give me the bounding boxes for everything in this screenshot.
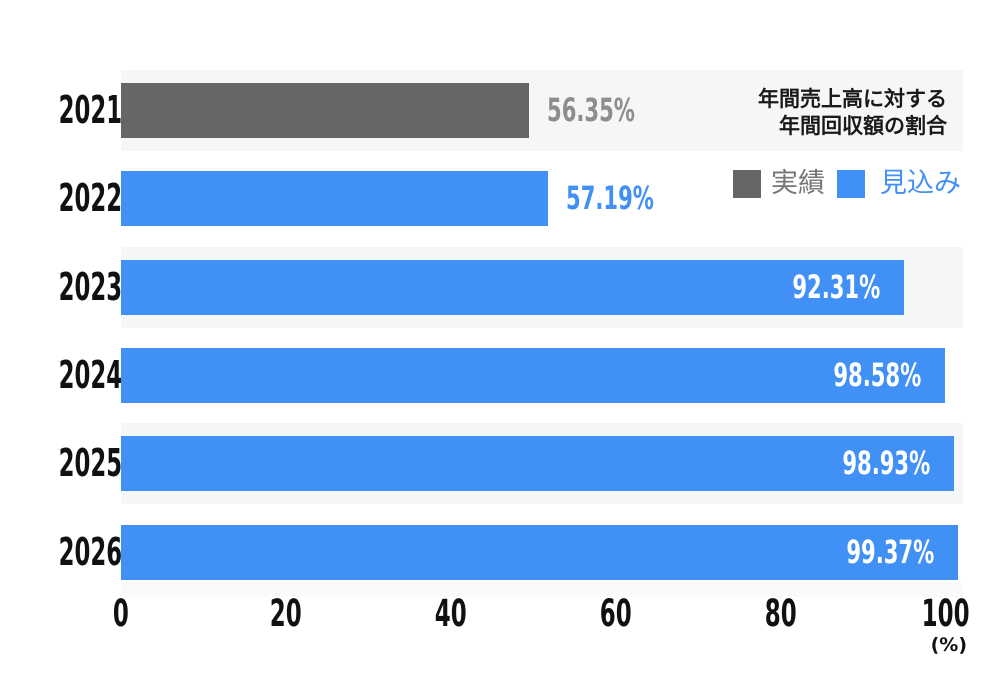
x-tick-label: 60 [600,592,632,635]
legend-swatch-forecast [837,170,865,198]
value-label-text: 56.35% [547,91,635,129]
x-tick-80: 80 [741,592,821,635]
x-tick-label: 80 [765,592,797,635]
x-axis-unit-label: (%) [930,634,967,656]
bar-row-3 [121,260,904,315]
bar-row-5 [121,436,954,491]
category-label-row-4: 2024.2 [0,348,147,403]
bar-row-1 [121,83,529,138]
value-label-row-1: 56.35% [547,83,680,138]
x-tick-100: 100 [906,592,986,635]
category-label-row-5: 2025.2 [0,436,147,491]
x-tick-0: 0 [81,592,161,635]
category-label-row-2: 2022.2 [0,171,147,226]
value-label-text: 92.31% [792,268,880,306]
x-tick-label: 40 [435,592,467,635]
bar-row-2 [121,171,548,226]
category-label-row-6: 2026.2 [0,525,147,580]
value-label-row-3: 92.31% [121,260,904,315]
legend-label-forecast: 見込み [880,168,961,199]
category-label-row-3: 2023.2 [0,260,147,315]
value-label-text: 98.93% [842,444,930,482]
annotation-line-1: 年間売上高に対する [758,87,947,111]
bar-row-4 [121,348,945,403]
value-label-row-2: 57.19% [566,171,699,226]
chart-annotation: 年間売上高に対する 年間回収額の割合 [758,86,947,140]
x-tick-40: 40 [411,592,491,635]
x-tick-label: 100 [922,592,970,635]
legend-label-actual: 実績 [771,168,825,199]
x-tick-60: 60 [576,592,656,635]
value-label-text: 98.58% [833,356,921,394]
bar-row-6 [121,525,958,580]
value-label-row-4: 98.58% [121,348,945,403]
x-tick-label: 20 [270,592,302,635]
x-tick-label: 0 [113,592,129,635]
annotation-line-2: 年間回収額の割合 [779,114,947,138]
value-label-text: 57.19% [566,179,654,217]
value-label-text: 99.37% [846,533,934,571]
value-label-row-5: 98.93% [121,436,954,491]
legend-swatch-actual [733,170,761,198]
value-label-row-6: 99.37% [121,525,958,580]
bottom-track-strip [121,582,963,597]
x-tick-20: 20 [246,592,326,635]
category-label-row-1: 2021.2 [0,83,147,138]
